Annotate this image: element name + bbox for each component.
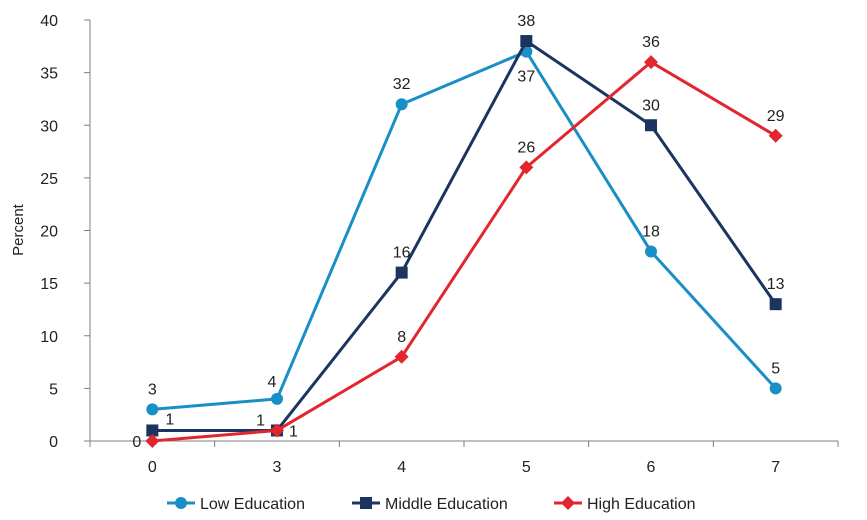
series-low-education xyxy=(146,45,782,416)
series-line-low-education xyxy=(152,50,777,411)
series-layer xyxy=(145,35,783,448)
data-point-high-education xyxy=(394,349,409,364)
legend: Low Education Middle Education High Educat… xyxy=(167,496,696,513)
y-tick-label: 15 xyxy=(40,276,58,293)
y-axis-ticks: 0 5 10 15 20 25 30 35 40 xyxy=(40,13,90,451)
data-point-low-education xyxy=(271,392,283,405)
y-tick-label: 20 xyxy=(40,224,58,241)
series-middle-education xyxy=(146,35,782,437)
legend-marker xyxy=(561,496,575,510)
data-point-low-education xyxy=(395,98,408,111)
y-tick-label: 35 xyxy=(40,66,58,83)
x-tick-label: 7 xyxy=(771,459,780,476)
data-label-middle-education: 13 xyxy=(767,276,785,293)
y-tick-label: 5 xyxy=(49,381,58,398)
legend-label: Middle Education xyxy=(385,496,508,513)
data-point-high-education xyxy=(145,434,160,448)
data-point-middle-education xyxy=(520,35,533,48)
legend-item-low-education: Low Education xyxy=(167,496,305,513)
data-label-middle-education: 38 xyxy=(517,13,535,30)
data-label-high-education: 8 xyxy=(397,329,406,346)
x-axis-ticks: 0 3 4 5 6 7 xyxy=(89,441,839,476)
data-point-middle-education xyxy=(395,266,408,279)
x-tick-label: 6 xyxy=(647,459,656,476)
data-label-high-education: 0 xyxy=(132,434,141,451)
y-tick-label: 30 xyxy=(40,118,58,135)
data-point-high-education xyxy=(644,55,658,70)
data-point-low-education xyxy=(769,382,782,395)
data-label-middle-education: 16 xyxy=(393,245,411,262)
data-label-low-education: 18 xyxy=(642,224,660,241)
x-tick-label: 4 xyxy=(397,459,406,476)
y-tick-label: 10 xyxy=(40,329,58,346)
data-point-high-education xyxy=(768,128,783,143)
y-tick-label: 40 xyxy=(40,13,58,30)
data-label-high-education: 1 xyxy=(289,423,298,440)
data-label-middle-education: 30 xyxy=(642,97,660,114)
data-label-low-education: 37 xyxy=(517,69,535,86)
data-label-middle-education: 1 xyxy=(165,411,174,428)
x-tick-label: 5 xyxy=(522,459,531,476)
data-label-low-education: 32 xyxy=(393,76,411,93)
data-point-high-education xyxy=(519,160,534,175)
data-point-middle-education xyxy=(146,424,159,437)
y-axis-title: Percent xyxy=(10,203,27,256)
legend-label: High Education xyxy=(587,496,696,513)
data-label-high-education: 26 xyxy=(517,139,535,156)
data-point-high-education xyxy=(270,423,284,438)
data-label-low-education: 5 xyxy=(771,360,780,377)
data-label-low-education: 4 xyxy=(268,374,277,391)
legend-marker xyxy=(175,497,187,509)
y-tick-label: 0 xyxy=(49,434,58,451)
data-label-high-education: 36 xyxy=(642,34,660,51)
x-tick-label: 3 xyxy=(273,459,282,476)
series-line-middle-education xyxy=(152,39,777,432)
data-point-low-education xyxy=(146,403,159,416)
series-high-education xyxy=(145,55,783,448)
data-label-middle-education: 1 xyxy=(256,412,265,429)
legend-item-middle-education: Middle Education xyxy=(352,496,508,513)
y-tick-label: 25 xyxy=(40,171,58,188)
data-point-middle-education xyxy=(769,298,782,311)
data-label-low-education: 3 xyxy=(148,381,157,398)
data-point-low-education xyxy=(645,245,657,258)
series-line-high-education xyxy=(152,60,777,443)
legend-marker xyxy=(360,497,372,509)
data-label-high-education: 29 xyxy=(767,108,785,125)
legend-label: Low Education xyxy=(200,496,305,513)
legend-item-high-education: High Education xyxy=(554,496,696,513)
x-tick-label: 0 xyxy=(148,459,157,476)
data-point-middle-education xyxy=(645,119,657,132)
